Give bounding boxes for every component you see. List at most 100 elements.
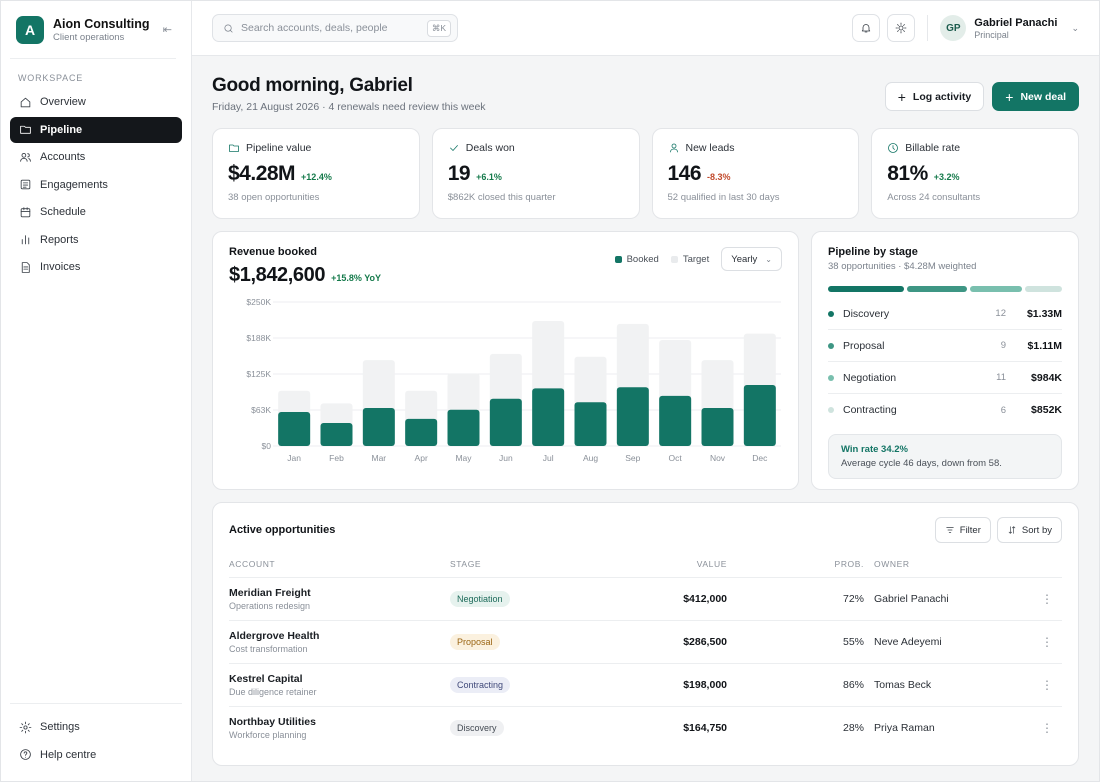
users-icon (19, 152, 31, 162)
sidebar-item-engagements[interactable]: Engagements (10, 172, 182, 198)
filter-button[interactable]: Filter (934, 517, 991, 543)
sidebar-item-overview[interactable]: Overview (10, 89, 182, 115)
booked-bar[interactable] (574, 402, 607, 446)
chart-legend: Booked Target Yearly ⌄ (614, 247, 782, 271)
revenue-title: Revenue booked (229, 246, 318, 258)
account-subtitle: Workforce planning (229, 729, 307, 740)
deal-value: $412,000 (620, 577, 727, 621)
sun-icon (895, 22, 907, 34)
col-value[interactable]: VALUE (620, 551, 727, 578)
stage-value: $984K (1031, 371, 1062, 384)
booked-bar[interactable] (278, 412, 311, 446)
brand-name: Aion Consulting (53, 16, 150, 31)
booked-bar[interactable] (362, 407, 395, 446)
stage-bar-segment (828, 286, 904, 292)
sidebar-bottom: Settings Help centre (10, 703, 182, 769)
sidebar-item-schedule[interactable]: Schedule (10, 199, 182, 225)
stage-row[interactable]: Proposal 9 $1.11M (828, 330, 1062, 362)
kpi-value: 19 (447, 162, 471, 185)
x-tick-label: Apr (415, 453, 428, 463)
clock-icon (888, 143, 899, 153)
deal-owner: Tomas Beck (864, 663, 1032, 707)
new-deal-button[interactable]: + New deal (992, 82, 1079, 111)
brand-subtitle: Client operations (53, 31, 125, 43)
notifications-button[interactable] (852, 14, 881, 42)
user-role: Principal (974, 29, 1009, 40)
account-name[interactable]: Aldergrove Health (229, 629, 320, 642)
avatar[interactable]: GP (940, 15, 967, 41)
period-select[interactable]: Yearly ⌄ (721, 247, 782, 271)
account-name[interactable]: Kestrel Capital (229, 672, 303, 685)
sidebar-item-reports[interactable]: Reports (10, 227, 182, 253)
x-tick-label: Jan (287, 453, 301, 463)
stage-bar-segment (970, 286, 1023, 292)
stage-count: 11 (996, 372, 1006, 383)
user-icon (669, 143, 678, 153)
table-row[interactable]: Northbay Utilities Workforce planning Di… (229, 706, 1062, 749)
kpi-row: Pipeline value $4.28M +12.4% 38 open opp… (212, 128, 1079, 219)
sidebar-item-settings[interactable]: Settings (10, 714, 182, 740)
account-name[interactable]: Meridian Freight (229, 586, 311, 599)
account-name[interactable]: Northbay Utilities (229, 715, 316, 728)
more-options-icon[interactable]: ⋮ (1032, 663, 1062, 707)
topbar-divider (927, 15, 929, 41)
stage-row[interactable]: Negotiation 11 $984K (828, 362, 1062, 394)
x-tick-label: Nov (710, 453, 726, 463)
booked-bar[interactable] (532, 388, 565, 446)
x-tick-label: Jul (543, 453, 554, 463)
sidebar-item-accounts[interactable]: Accounts (10, 144, 182, 170)
table-row[interactable]: Aldergrove Health Cost transformation Pr… (229, 620, 1062, 664)
sidebar-item-label: Pipeline (40, 123, 83, 136)
stage-row[interactable]: Discovery 12 $1.33M (828, 298, 1062, 330)
win-rate-title: Win rate 34.2% (841, 444, 908, 455)
booked-bar[interactable] (405, 418, 438, 446)
booked-bar[interactable] (447, 409, 480, 446)
stage-row[interactable]: Contracting 6 $852K (828, 394, 1062, 426)
list-icon (20, 179, 30, 190)
booked-bar[interactable] (320, 422, 353, 446)
table-row[interactable]: Meridian Freight Operations redesign Neg… (229, 577, 1062, 621)
booked-bar[interactable] (701, 407, 734, 446)
col-prob[interactable]: PROB. (727, 551, 864, 578)
col-account[interactable]: ACCOUNT (229, 551, 450, 578)
kpi-delta: +3.2% (933, 172, 960, 182)
theme-toggle-button[interactable] (887, 14, 916, 42)
booked-bar[interactable] (743, 384, 776, 446)
kpi-value: 146 (667, 162, 702, 185)
sort-button[interactable]: Sort by (996, 517, 1062, 543)
stage-badge: Proposal (450, 633, 500, 650)
chevron-down-icon[interactable]: ⌄ (1071, 22, 1079, 33)
sort-icon (1008, 526, 1016, 534)
more-options-icon[interactable]: ⋮ (1041, 720, 1053, 735)
more-options-icon[interactable]: ⋮ (1032, 620, 1062, 664)
stage-dot (828, 407, 834, 413)
booked-bar[interactable] (489, 398, 522, 446)
check-icon (449, 145, 458, 151)
kpi-label: Billable rate (905, 142, 961, 154)
sidebar-item-help-centre[interactable]: Help centre (10, 742, 182, 768)
y-tick-label: $250K (246, 297, 271, 307)
sort-label: Sort by (1021, 524, 1052, 536)
sidebar-item-label: Accounts (40, 151, 86, 163)
user-name: Gabriel Panachi (974, 16, 1058, 29)
search-box[interactable]: ⌘K (212, 14, 458, 42)
sidebar-item-pipeline[interactable]: Pipeline (10, 116, 182, 143)
y-tick-label: $188K (246, 333, 271, 343)
legend-target: Target (670, 254, 709, 265)
sidebar-item-invoices[interactable]: Invoices (10, 254, 182, 280)
collapse-sidebar-icon[interactable]: ⇤ (162, 24, 172, 36)
more-options-icon[interactable]: ⋮ (1032, 577, 1062, 621)
sidebar: A Aion Consulting Client operations ⇤ WO… (1, 1, 192, 781)
log-activity-button[interactable]: + Log activity (884, 82, 985, 111)
table-row[interactable]: Kestrel Capital Due diligence retainer C… (229, 663, 1062, 707)
stage-count: 9 (1000, 340, 1006, 351)
col-owner[interactable]: OWNER (864, 551, 1032, 578)
gear-icon (19, 721, 31, 733)
stage-value: $1.11M (1027, 339, 1062, 352)
pipeline-stage-card: Pipeline by stage 38 opportunities · $4.… (811, 231, 1079, 490)
search-input[interactable] (241, 22, 427, 34)
kpi-card: Billable rate 81% +3.2% Across 24 consul… (871, 128, 1079, 219)
col-stage[interactable]: STAGE (450, 551, 620, 578)
booked-bar[interactable] (659, 395, 692, 446)
booked-bar[interactable] (616, 387, 649, 446)
